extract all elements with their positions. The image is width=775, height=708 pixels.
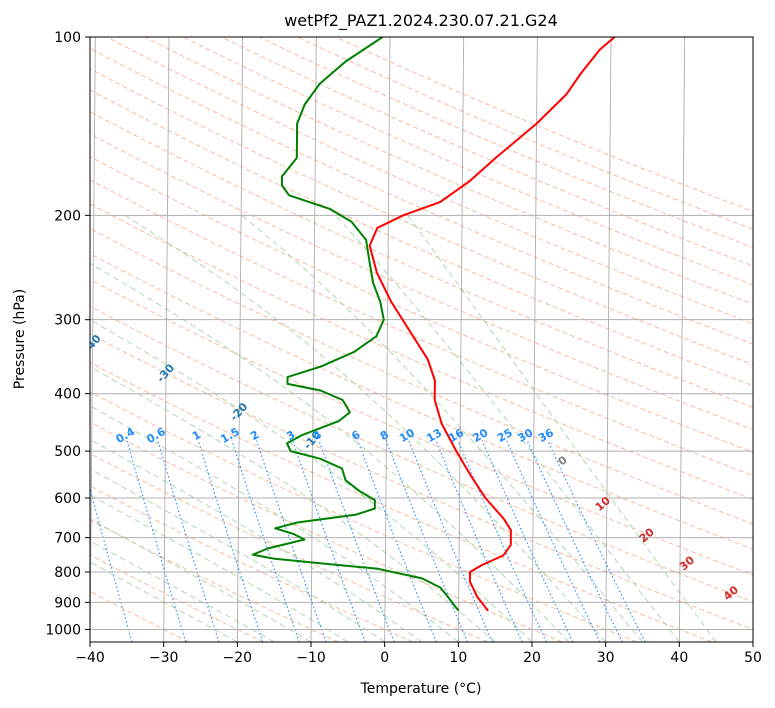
moist-adiabat-line <box>90 319 533 642</box>
y-tick-label: 100 <box>54 30 81 46</box>
y-tick-label: 200 <box>54 208 81 224</box>
isotherm-line <box>678 37 686 642</box>
x-axis-label: Temperature (°C) <box>360 681 482 697</box>
background-lines <box>90 37 753 642</box>
dry-adiabat-line <box>182 37 753 286</box>
moist-adiabat-line <box>407 215 717 642</box>
y-tick-label: 400 <box>54 387 81 403</box>
dry-adiabat-line <box>90 421 563 642</box>
moist-adiabat-line <box>124 214 607 642</box>
y-tick-label: 800 <box>54 565 81 581</box>
moist-adiabat-line <box>90 494 349 642</box>
dry-adiabat-line <box>90 68 753 366</box>
dry-adiabat-line <box>221 37 753 267</box>
moist-adiabat-line <box>90 438 422 642</box>
y-tick-label: 900 <box>54 595 81 611</box>
x-tick-label: 10 <box>449 650 467 666</box>
plot-frame <box>89 36 754 643</box>
mixing-ratio-line <box>157 440 220 642</box>
dry-adiabat-line <box>90 333 753 630</box>
x-tick-label: 50 <box>744 650 762 666</box>
dry-adiabat-line <box>90 361 712 642</box>
x-tick-label: 40 <box>670 650 688 666</box>
isotherm-line <box>531 37 538 642</box>
x-tick-label: −20 <box>223 650 253 666</box>
dry-adiabat-line <box>90 89 753 387</box>
isotherm-line <box>457 37 465 642</box>
moist-adiabat-line <box>90 518 312 642</box>
mixing-ratio-line <box>292 440 366 642</box>
dry-adiabat-line <box>90 253 753 550</box>
mixing-ratio-line <box>408 440 493 642</box>
x-tick-label: −10 <box>296 650 326 666</box>
y-tick-label: 600 <box>54 491 81 507</box>
dry-adiabat-line <box>90 305 753 603</box>
mixing-ratio-line <box>385 440 469 642</box>
mixing-ratio-line <box>435 440 523 642</box>
moist-adiabat-line <box>241 214 643 642</box>
sounding-profiles <box>251 37 616 612</box>
isotherm-line <box>90 37 96 642</box>
moist-adiabat-line <box>90 405 459 642</box>
dry-adiabat-line <box>90 279 753 576</box>
isobar-grid <box>90 37 753 630</box>
isotherm-line <box>605 37 612 642</box>
isotherm-line <box>384 37 391 642</box>
x-tick-label: 0 <box>380 650 389 666</box>
x-tick-label: −30 <box>149 650 179 666</box>
isotherm-line <box>163 37 170 642</box>
dry-adiabat-line <box>90 453 488 642</box>
temperature-profile-line <box>368 37 616 612</box>
mixing-ratio-line <box>90 486 133 642</box>
dry-adiabat-line <box>90 179 753 477</box>
mixing-ratio-line <box>255 440 327 642</box>
axis-ticks: −40 −30 −20 −10 0 10 20 30 40 50 100 200 300 400 500 60… <box>45 30 762 666</box>
x-tick-label: 30 <box>597 650 615 666</box>
moist-adiabat-line <box>90 468 385 642</box>
dewpoint-profile-line <box>251 37 460 612</box>
y-tick-label: 700 <box>54 531 81 547</box>
chart-title: wetPf2_PAZ1.2024.230.07.21.G24 <box>284 11 558 31</box>
dry-adiabat-line <box>335 37 753 213</box>
x-tick-label: −40 <box>75 650 105 666</box>
dry-adiabat-line <box>90 156 753 453</box>
y-tick-label: 1000 <box>45 622 81 638</box>
dry-adiabat-line <box>90 133 753 431</box>
dry-adiabat-line <box>90 111 753 408</box>
mixing-ratio-line <box>126 440 187 642</box>
dry-adiabat-line <box>90 203 753 500</box>
y-axis-label: Pressure (hPa) <box>12 289 28 389</box>
mixing-ratio-line <box>547 440 646 642</box>
isotherm-line <box>236 37 244 642</box>
isotherm-line <box>310 37 317 642</box>
dry-adiabat-line <box>144 37 753 305</box>
x-tick-label: 20 <box>523 650 541 666</box>
y-tick-label: 500 <box>54 444 81 460</box>
dry-adiabat-line <box>90 391 638 642</box>
y-tick-label: 300 <box>54 313 81 329</box>
